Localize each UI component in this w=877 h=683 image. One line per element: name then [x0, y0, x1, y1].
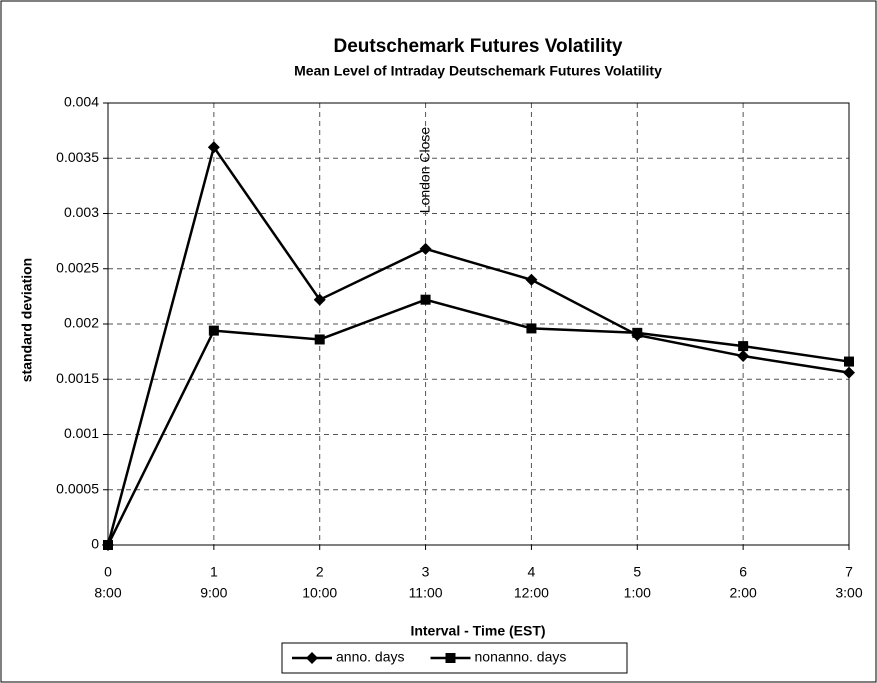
plot-area — [107, 102, 850, 546]
x-tick-label: 4 — [528, 564, 536, 580]
x-tick-sublabel: 11:00 — [409, 585, 443, 601]
x-tick-label: 5 — [633, 564, 641, 580]
marker — [525, 273, 538, 286]
x-tick-label: 1 — [210, 564, 218, 580]
x-tick-label: 2 — [316, 564, 324, 580]
y-tick-label: 0 — [91, 536, 99, 552]
x-tick-label: 6 — [739, 564, 747, 580]
marker — [314, 334, 325, 345]
y-tick-label: 0.0035 — [56, 149, 99, 165]
marker — [420, 294, 431, 305]
marker — [737, 350, 750, 363]
y-tick-label: 0.0015 — [56, 370, 99, 386]
x-tick-label: 3 — [422, 564, 430, 580]
x-tick-sublabel: 9:00 — [200, 585, 227, 601]
chart-title: Deutschemark Futures Volatility — [334, 36, 623, 57]
marker — [103, 540, 113, 550]
x-tick-sublabel: 1:00 — [624, 585, 651, 601]
marker — [844, 356, 854, 367]
legend-marker — [445, 653, 456, 663]
marker — [632, 327, 643, 338]
y-tick-label: 0.001 — [64, 425, 99, 441]
x-axis-title: Interval - Time (EST) — [410, 623, 545, 639]
x-tick-sublabel: 12:00 — [514, 585, 549, 601]
legend-marker — [306, 652, 318, 664]
x-tick-label: 0 — [104, 564, 112, 580]
x-tick-sublabel: 3:00 — [835, 585, 862, 601]
annotation: London Close — [416, 127, 432, 214]
marker — [738, 341, 749, 352]
y-tick-label: 0.0025 — [56, 259, 99, 275]
marker — [419, 242, 432, 255]
chart-subtitle: Mean Level of Intraday Deutschemark Futu… — [294, 63, 662, 79]
marker — [208, 325, 219, 336]
series-line — [106, 298, 850, 546]
series-line — [106, 144, 850, 546]
y-tick-label: 0.0005 — [56, 480, 99, 496]
y-tick-label: 0.004 — [64, 94, 99, 110]
x-tick-label: 7 — [845, 564, 853, 580]
marker — [207, 141, 220, 154]
x-tick-sublabel: 2:00 — [730, 585, 757, 601]
y-axis-title: standard deviation — [19, 258, 35, 382]
y-tick-label: 0.003 — [64, 204, 99, 220]
x-tick-sublabel: 10:00 — [302, 585, 337, 601]
marker — [313, 293, 326, 306]
x-tick-sublabel: 8:00 — [94, 585, 121, 601]
legend: anno. days nonanno. days — [281, 642, 628, 674]
legend-label: anno. days — [336, 649, 405, 665]
marker — [843, 366, 855, 379]
marker — [526, 323, 537, 334]
y-tick-label: 0.002 — [64, 315, 99, 331]
legend-label: nonanno. days — [475, 649, 567, 665]
